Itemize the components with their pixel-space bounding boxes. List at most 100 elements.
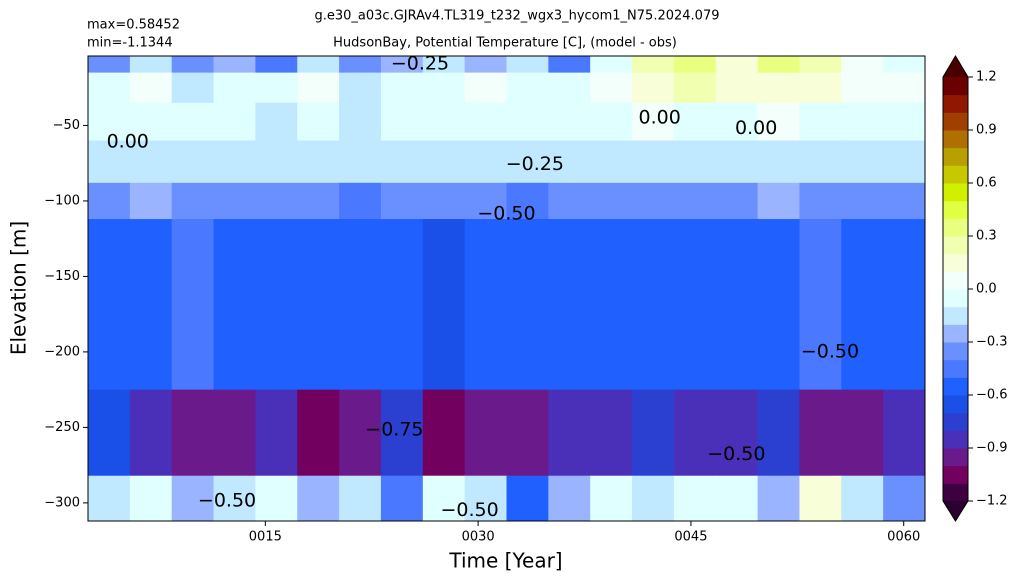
heat-cell: [339, 140, 382, 184]
colorbar-bin: [943, 218, 968, 237]
heat-cell: [841, 72, 884, 104]
heat-cell: [422, 102, 466, 142]
x-tick-label: 0060: [887, 530, 920, 545]
heat-cell: [548, 140, 591, 184]
heat-cell: [673, 72, 717, 104]
heat-cell: [213, 182, 256, 220]
heat-cell: [464, 102, 507, 142]
heat-cell: [799, 56, 842, 74]
contour-label: −0.50: [477, 202, 535, 224]
y-tick-label: −300: [44, 495, 80, 510]
heat-cell: [171, 102, 215, 142]
heat-cell: [757, 219, 800, 391]
heat-cell: [799, 72, 842, 104]
heat-cell: [506, 389, 549, 477]
colorbar-tick-label: 0.9: [976, 123, 997, 138]
heat-cell: [129, 72, 173, 104]
contour-label: −0.50: [707, 443, 765, 465]
heat-cell: [799, 140, 842, 184]
heat-cell: [422, 219, 466, 391]
x-tick-label: 0015: [249, 530, 282, 545]
heat-cell: [548, 182, 591, 220]
colorbar-tick-label: 0.3: [976, 229, 997, 244]
heat-cell: [506, 140, 549, 184]
heat-cell: [297, 389, 340, 477]
heat-cell: [757, 475, 800, 522]
colorbar-bin: [943, 200, 968, 219]
heat-cell: [464, 389, 507, 477]
heat-cell: [506, 72, 549, 104]
contour-label: −0.50: [198, 489, 256, 511]
colorbar-tick-label: 0.6: [976, 176, 997, 191]
heat-cell: [129, 56, 173, 74]
heat-cell: [339, 102, 382, 142]
max-annotation: max=0.58452: [87, 18, 180, 33]
heat-cell: [255, 475, 298, 522]
heat-cell: [883, 72, 926, 104]
heat-cell: [715, 219, 759, 391]
colorbar-tick-label: 0.0: [976, 282, 997, 297]
heat-cell: [757, 56, 800, 74]
heat-cell: [380, 219, 424, 391]
heat-cell: [548, 389, 591, 477]
heat-cell: [673, 140, 717, 184]
heat-cell: [464, 140, 507, 184]
heat-cell: [673, 475, 717, 522]
heat-cell: [632, 389, 675, 477]
colorbar-bin: [943, 289, 968, 308]
heat-cell: [506, 219, 549, 391]
heat-cell: [380, 140, 424, 184]
heat-cell: [841, 102, 884, 142]
heat-cell: [380, 182, 424, 220]
heat-cell: [255, 219, 298, 391]
heat-cell: [464, 475, 507, 522]
heat-cell: [548, 56, 591, 74]
heat-cell: [673, 56, 717, 74]
colorbar-bin: [943, 147, 968, 166]
heat-cell: [632, 475, 675, 522]
min-annotation: min=-1.1344: [87, 36, 173, 51]
heat-cell: [88, 140, 131, 184]
heat-cell: [464, 72, 507, 104]
colorbar-bin: [943, 94, 968, 113]
heat-cell: [129, 182, 173, 220]
heat-cell: [841, 219, 884, 391]
heat-cell: [757, 389, 800, 477]
colorbar-bin: [943, 271, 968, 290]
heat-cell: [506, 102, 549, 142]
colorbar-bin: [943, 430, 968, 449]
heat-cell: [590, 72, 633, 104]
y-tick-label: −150: [44, 269, 80, 284]
x-tick-label: 0030: [462, 530, 495, 545]
heat-cell: [841, 140, 884, 184]
heat-cell: [339, 56, 382, 74]
y-tick-label: −100: [44, 193, 80, 208]
heat-cell: [422, 140, 466, 184]
heat-cell: [297, 72, 340, 104]
colorbar-bin: [943, 253, 968, 272]
heat-cell: [799, 219, 842, 391]
heat-cell: [255, 56, 298, 74]
colorbar-bin: [943, 165, 968, 184]
heat-cell: [673, 182, 717, 220]
heat-cell: [171, 389, 215, 477]
y-tick-label: −250: [44, 420, 80, 435]
colorbar-bin: [943, 342, 968, 361]
heat-cell: [883, 219, 926, 391]
heat-cell: [590, 389, 633, 477]
heat-cell: [883, 182, 926, 220]
heat-cell: [297, 182, 340, 220]
heat-cell: [88, 475, 131, 522]
heat-cell: [422, 475, 466, 522]
heat-cell: [590, 102, 633, 142]
heat-cell: [632, 219, 675, 391]
heat-cell: [883, 56, 926, 74]
colorbar-bin: [943, 236, 968, 255]
heat-cell: [297, 219, 340, 391]
heat-cell: [883, 389, 926, 477]
contour-label: −0.50: [801, 340, 859, 362]
heat-cell: [632, 72, 675, 104]
heat-cell: [506, 475, 549, 522]
heat-cell: [380, 475, 424, 522]
